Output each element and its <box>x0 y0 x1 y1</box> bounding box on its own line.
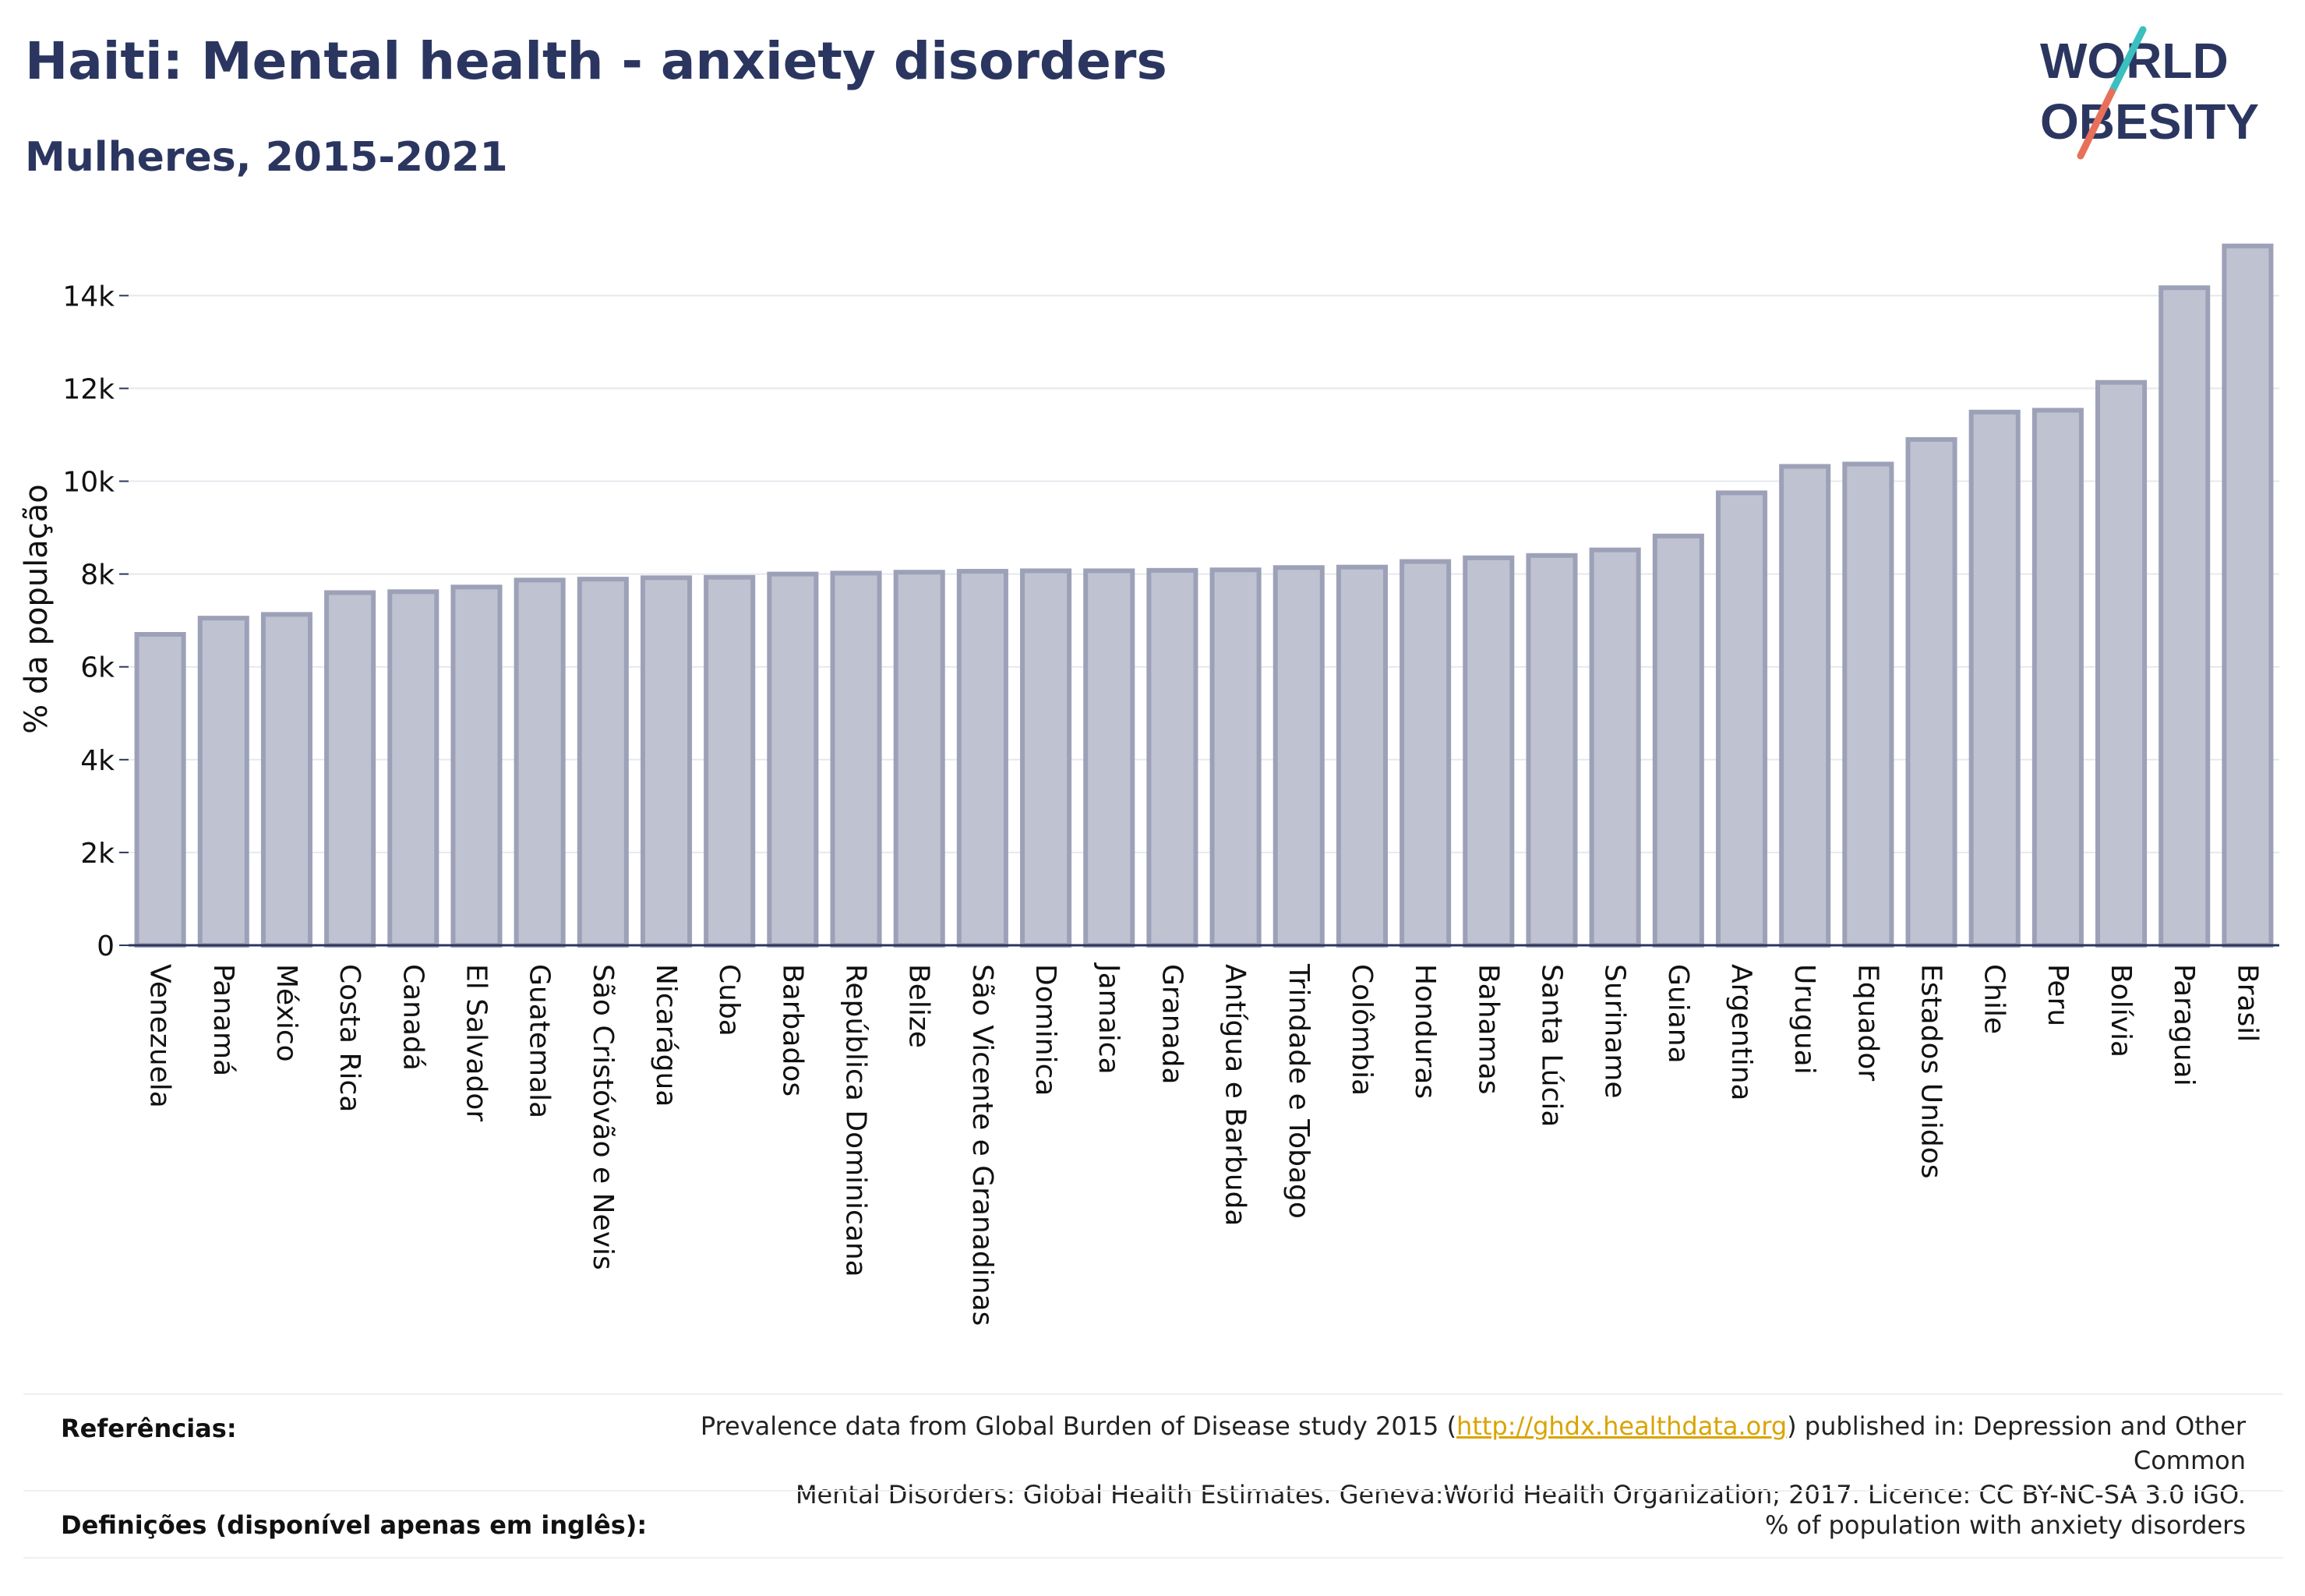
y-axis-title: % da população <box>19 484 55 734</box>
bar <box>1526 553 1578 948</box>
logo-slash-coral <box>2077 88 2116 160</box>
bar <box>1715 490 1768 948</box>
x-tick-label: Bahamas <box>1472 964 1504 1095</box>
x-tick-label: Belize <box>903 964 935 1048</box>
y-tick-label: 12k <box>62 373 115 405</box>
x-tick-label: São Cristóvão e Nevis <box>587 964 619 1270</box>
y-axis-ticks: 0 2k 4k 6k 8k 10k 12k 14k <box>62 281 129 962</box>
bar <box>577 577 629 948</box>
world-obesity-logo: WORLD OBESITY <box>2040 26 2259 160</box>
x-tick-label: Santa Lúcia <box>1535 964 1567 1127</box>
references-text-before: Prevalence data from Global Burden of Di… <box>700 1411 1457 1441</box>
x-tick-label: Peru <box>2042 964 2074 1026</box>
y-tick-label: 14k <box>62 281 115 312</box>
x-tick-label: México <box>270 964 302 1062</box>
logo-line2: OBESITY <box>2040 94 2259 150</box>
references-label: Referências: <box>61 1414 237 1443</box>
x-tick-label: Brasil <box>2231 964 2263 1042</box>
x-tick-label: Bolívia <box>2105 964 2137 1058</box>
bar <box>1146 567 1198 948</box>
bar <box>1209 567 1262 948</box>
chart-title: Haiti: Mental health - anxiety disorders <box>25 31 1167 91</box>
x-tick-label: Trindade e Tobago <box>1283 963 1315 1219</box>
x-tick-label: Cuba <box>713 964 745 1036</box>
bar <box>704 574 756 948</box>
bar <box>830 570 882 948</box>
y-tick-label: 10k <box>62 467 115 499</box>
bars <box>134 243 2274 948</box>
x-tick-label: El Salvador <box>460 964 492 1121</box>
x-tick-label: Colômbia <box>1346 964 1378 1096</box>
logo-slash-teal <box>2108 26 2147 96</box>
bar <box>2159 285 2211 948</box>
bar <box>1779 464 1831 948</box>
x-tick-label: Panamá <box>207 964 239 1076</box>
x-tick-label: Venezuela <box>144 964 176 1108</box>
y-tick-label: 4k <box>80 745 115 777</box>
x-tick-label: Granada <box>1156 964 1188 1085</box>
x-tick-label: Guatemala <box>524 964 556 1118</box>
x-tick-label: Guiana <box>1662 964 1694 1064</box>
bar-chart: 0 2k 4k 6k 8k 10k 12k 14k Venezuela Panamá México… <box>19 243 2279 1326</box>
bar <box>893 570 945 948</box>
bar <box>2222 243 2274 948</box>
definitions-label: Definições (disponível apenas em inglês)… <box>61 1510 648 1540</box>
references-text-line2: Mental Disorders: Global Health Estimate… <box>795 1480 2246 1509</box>
x-tick-label: Nicarágua <box>650 964 682 1107</box>
references-link[interactable]: http://ghdx.healthdata.org <box>1456 1411 1788 1441</box>
x-tick-label: São Vicente e Granadinas <box>966 964 998 1326</box>
x-tick-label: Estados Unidos <box>1915 964 1947 1179</box>
bar <box>1463 555 1515 948</box>
references-text-after: ) published in: Depression and Other Com… <box>1787 1411 2246 1475</box>
bar <box>134 632 186 948</box>
bar <box>387 589 439 948</box>
bar <box>260 612 312 948</box>
x-tick-label: Uruguai <box>1788 964 1820 1075</box>
x-tick-label: Argentina <box>1725 964 1757 1101</box>
x-tick-label: Honduras <box>1409 964 1441 1099</box>
bar <box>2095 380 2148 948</box>
x-tick-label: Paraguai <box>2168 964 2200 1086</box>
bar <box>1842 461 1894 948</box>
y-tick-label: 6k <box>80 652 115 684</box>
x-tick-label: Chile <box>1978 964 2010 1034</box>
bar <box>640 575 693 948</box>
bar <box>1652 533 1704 948</box>
bar <box>1968 409 2021 948</box>
definitions-row: Definições (disponível apenas em inglês)… <box>23 1490 2283 1559</box>
bar <box>1905 436 1957 948</box>
bar <box>197 616 249 948</box>
bar <box>956 569 1008 948</box>
bar <box>1589 547 1641 948</box>
x-tick-label: Canadá <box>397 964 429 1071</box>
y-tick-label: 8k <box>80 560 115 591</box>
x-tick-label: Dominica <box>1029 964 1061 1096</box>
bar <box>1336 564 1388 948</box>
chart-subtitle: Mulheres, 2015-2021 <box>25 134 508 181</box>
definitions-text: % of population with anxiety disorders <box>1764 1510 2246 1540</box>
x-tick-label: Suriname <box>1599 964 1631 1099</box>
bar <box>2031 408 2084 948</box>
x-tick-label: Antígua e Barbuda <box>1220 964 1251 1226</box>
bar <box>767 571 819 948</box>
references-text: Prevalence data from Global Burden of Di… <box>609 1409 2246 1512</box>
x-tick-label: Costa Rica <box>334 964 365 1112</box>
x-axis-labels: Venezuela Panamá México Costa Rica Canadá El … <box>144 962 2264 1326</box>
bar <box>1273 565 1325 948</box>
bar <box>1020 568 1072 948</box>
bar <box>450 584 503 948</box>
bar <box>1083 568 1135 948</box>
bar <box>324 590 376 948</box>
x-tick-label: República Dominicana <box>840 964 872 1277</box>
y-tick-label: 0 <box>97 930 115 962</box>
x-tick-label: Jamaica <box>1092 962 1124 1075</box>
bar <box>514 577 566 948</box>
references-row: Referências: Prevalence data from Global… <box>23 1393 2283 1509</box>
bar <box>1400 559 1452 948</box>
y-tick-label: 2k <box>80 838 115 870</box>
x-tick-label: Barbados <box>776 964 808 1096</box>
x-tick-label: Equador <box>1851 964 1883 1081</box>
